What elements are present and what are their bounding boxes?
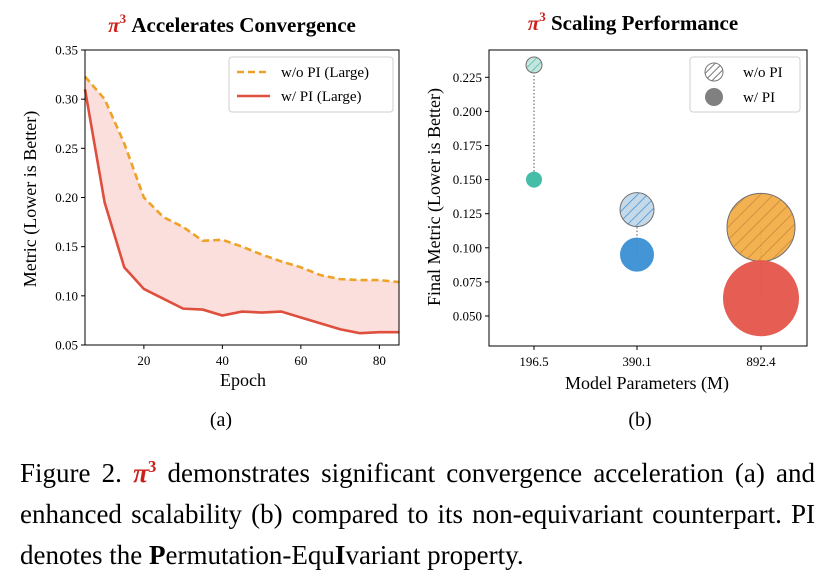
x-tick-label-b: 390.1 <box>622 354 651 369</box>
xlabel-b: Model Parameters (M) <box>565 373 729 394</box>
y-tick-label-b: 0.125 <box>453 206 482 221</box>
series-line-wo-pi <box>84 75 400 284</box>
x-tick-label-a: 20 <box>137 353 150 368</box>
x-tick-label-a: 60 <box>294 353 307 368</box>
y-tick-label-a: 0.15 <box>55 239 78 254</box>
legend-swatch-wo-pi-b <box>704 62 724 82</box>
axes-frame-b <box>488 49 808 347</box>
ylabel-b: Final Metric (Lower is Better) <box>424 88 445 306</box>
ylabel-a: Metric (Lower is Better) <box>20 111 41 287</box>
panel-label-a: (a) <box>210 409 232 431</box>
y-tick-label-a: 0.20 <box>55 190 78 205</box>
figure: π3 Accelerates Convergence 0.050.100.150… <box>20 9 808 431</box>
x-tick-label-b: 892.4 <box>746 354 776 369</box>
y-tick-label-a: 0.05 <box>55 338 78 353</box>
caption-prefix: Figure 2. <box>20 458 134 488</box>
y-tick-label-b: 0.100 <box>453 240 482 255</box>
y-tick-label-b: 0.225 <box>453 70 482 85</box>
y-tick-label-b: 0.175 <box>453 138 482 153</box>
bubble-w-pi <box>526 171 542 188</box>
caption-bold-i: I <box>334 540 346 570</box>
legend-label-w-pi-b: w/ PI <box>743 90 775 106</box>
legend-swatch-w-pi-b <box>705 88 723 106</box>
legend-label-w-pi: w/ PI (Large) <box>281 89 362 105</box>
title-a-text: Accelerates Convergence <box>131 13 355 37</box>
title-b-symbol: π <box>528 11 540 35</box>
plot-area-b: 0.050 0.075 0.100 0.125 0.150 0.175 0.200 0.225… <box>453 49 808 369</box>
caption-text-2: ermutation-Equ <box>165 540 335 570</box>
y-tick-label-b: 0.150 <box>453 172 482 187</box>
title-b-exponent: 3 <box>539 9 546 24</box>
panel-a: π3 Accelerates Convergence 0.050.100.150… <box>20 11 400 431</box>
title-a-symbol: π <box>108 13 120 37</box>
y-tick-label-b: 0.200 <box>453 104 482 119</box>
legend-label-wo-pi-b: w/o PI <box>743 65 783 81</box>
y-tick-label-a: 0.30 <box>55 92 78 107</box>
y-tick-label-a: 0.10 <box>55 288 78 303</box>
y-tick-label-a: 0.35 <box>55 43 78 58</box>
series-line-w-pi <box>83 89 399 335</box>
bubble-wo-pi <box>619 192 655 228</box>
plot-area-a: 0.05 0.10 0.15 0.20 0.25 0.30 0.35 20 40 60 80 w/o … <box>55 43 400 368</box>
bubble-wo-pi <box>525 56 543 74</box>
figure-caption: Figure 2. π3 demonstrates significant co… <box>20 446 815 576</box>
legend-box-a <box>228 56 394 113</box>
fill-between <box>85 76 399 334</box>
panel-b: π3 Scaling Performance 0.0500.0750.1000.… <box>424 9 808 431</box>
xlabel-a: Epoch <box>220 370 266 390</box>
bubble-wo-pi <box>726 192 796 262</box>
x-tick-label-a: 80 <box>373 353 386 368</box>
legend-label-wo-pi: w/o PI (Large) <box>281 65 369 81</box>
title-b-text: Scaling Performance <box>551 11 738 35</box>
caption-text-1: demonstrates significant convergence acc… <box>20 458 815 570</box>
bubble-w-pi <box>620 237 654 272</box>
y-tick-label-b: 0.050 <box>453 308 482 323</box>
x-tick-label-b: 196.5 <box>519 354 548 369</box>
x-tick-label-a: 40 <box>216 353 229 368</box>
caption-symbol: π <box>133 458 148 488</box>
caption-bold-p: P <box>148 540 166 570</box>
title-a: π3 Accelerates Convergence <box>108 11 356 37</box>
y-tick-label-b: 0.075 <box>453 274 482 289</box>
bubble-w-pi <box>723 260 799 337</box>
y-tick-label-a: 0.25 <box>55 141 78 156</box>
caption-exponent: 3 <box>147 457 157 476</box>
caption-pi: π3 <box>133 457 157 488</box>
panel-label-b: (b) <box>628 409 651 431</box>
caption-text-3: variant property. <box>345 540 524 570</box>
title-a-exponent: 3 <box>120 11 127 26</box>
title-b: π3 Scaling Performance <box>528 9 738 35</box>
